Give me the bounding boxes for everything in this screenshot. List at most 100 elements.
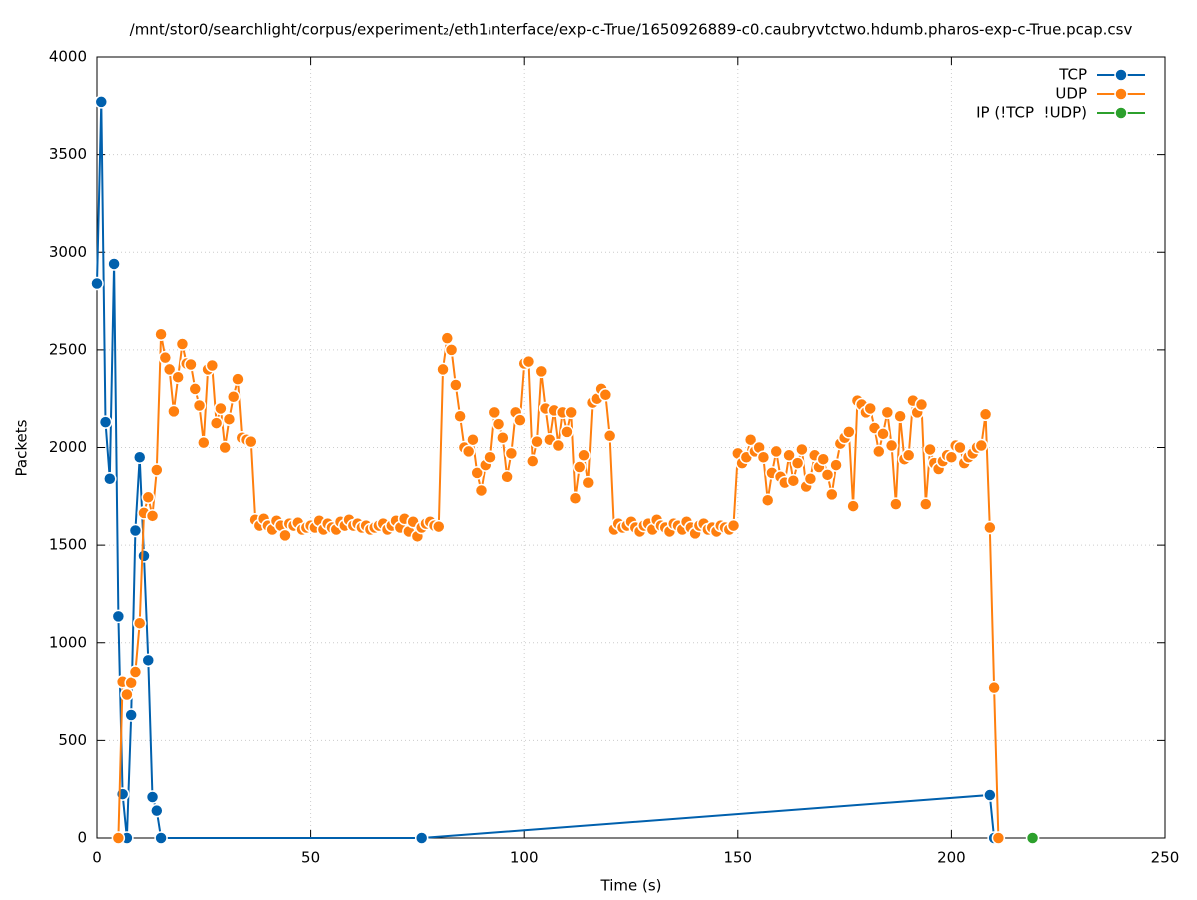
data-point xyxy=(974,438,989,453)
data-point xyxy=(786,473,801,488)
data-point xyxy=(987,680,1001,695)
legend-marker xyxy=(1114,68,1128,82)
data-point xyxy=(124,708,138,722)
data-point xyxy=(572,460,587,474)
data-point xyxy=(568,491,583,506)
y-tick-label: 2000 xyxy=(49,438,87,456)
data-point xyxy=(829,458,843,472)
legend-label: TCP xyxy=(1058,66,1087,84)
data-point xyxy=(803,471,818,486)
data-point xyxy=(214,401,228,416)
data-point xyxy=(820,468,835,482)
data-point xyxy=(205,358,220,373)
data-point xyxy=(769,444,783,459)
x-tick-label: 50 xyxy=(301,849,320,867)
x-axis-label: Time (s) xyxy=(600,877,662,895)
data-point xyxy=(453,409,467,424)
data-point xyxy=(278,528,292,543)
data-point xyxy=(602,429,617,443)
legend-marker xyxy=(1114,87,1128,101)
data-point xyxy=(487,405,502,420)
data-point xyxy=(171,370,185,384)
data-point xyxy=(432,519,446,534)
data-point xyxy=(842,425,856,439)
data-point xyxy=(914,397,929,412)
legend-label: IP (!TCP !UDP) xyxy=(976,104,1087,122)
data-point xyxy=(581,475,596,490)
data-point xyxy=(150,463,164,477)
data-point xyxy=(150,803,164,818)
data-point xyxy=(978,407,993,422)
y-tick-label: 1000 xyxy=(49,633,87,651)
data-point xyxy=(141,653,156,668)
data-point xyxy=(500,470,514,484)
data-point xyxy=(111,609,126,624)
data-point xyxy=(880,405,895,420)
data-point xyxy=(162,362,177,377)
data-point xyxy=(1025,831,1040,845)
data-point xyxy=(154,327,168,342)
data-point xyxy=(756,450,771,465)
legend-marker xyxy=(1114,106,1128,120)
data-point xyxy=(132,616,147,630)
data-point xyxy=(760,493,775,507)
data-point xyxy=(94,95,109,109)
data-point xyxy=(816,452,830,466)
data-point xyxy=(128,523,143,538)
data-point xyxy=(137,549,151,563)
data-point xyxy=(132,450,147,465)
data-point xyxy=(115,787,130,801)
data-point xyxy=(141,490,156,505)
y-axis-label: Packets xyxy=(13,419,31,476)
data-point xyxy=(782,448,796,463)
x-tick-label: 200 xyxy=(937,849,966,867)
series-line xyxy=(96,101,996,839)
data-point xyxy=(184,357,198,372)
data-point xyxy=(889,497,903,511)
y-tick-label: 3000 xyxy=(49,243,87,261)
data-point xyxy=(560,425,574,439)
data-point xyxy=(231,372,245,386)
data-point xyxy=(222,412,237,426)
data-point xyxy=(414,831,429,845)
data-point xyxy=(496,430,510,445)
y-tick-label: 3500 xyxy=(49,145,87,163)
data-point xyxy=(244,434,258,449)
data-point xyxy=(564,405,578,420)
plot-border xyxy=(96,56,1166,839)
data-point xyxy=(846,499,860,513)
y-tick-label: 500 xyxy=(58,731,87,749)
data-point xyxy=(158,350,173,365)
data-point xyxy=(188,382,203,396)
data-point xyxy=(893,409,907,424)
data-point xyxy=(983,788,997,802)
data-point xyxy=(98,415,113,429)
data-point xyxy=(175,337,190,351)
data-point xyxy=(530,434,544,449)
data-point xyxy=(440,331,455,345)
x-tick-label: 0 xyxy=(92,849,102,867)
data-point xyxy=(825,487,839,502)
data-point xyxy=(991,831,1006,845)
legend-label: UDP xyxy=(1055,85,1087,103)
data-point xyxy=(483,450,497,465)
data-point xyxy=(876,427,890,441)
data-point xyxy=(103,471,117,486)
data-point xyxy=(919,497,933,511)
data-point xyxy=(983,520,997,535)
data-point xyxy=(513,413,527,427)
data-point xyxy=(145,509,160,523)
data-point xyxy=(795,442,809,457)
data-point xyxy=(470,466,484,480)
data-point xyxy=(726,518,741,533)
data-point xyxy=(551,438,566,453)
data-point xyxy=(884,438,899,453)
data-point xyxy=(577,448,591,463)
y-tick-label: 0 xyxy=(77,829,87,847)
x-tick-label: 150 xyxy=(723,849,752,867)
data-point xyxy=(743,432,758,447)
data-point xyxy=(154,831,168,845)
data-point xyxy=(525,454,540,468)
data-point xyxy=(491,417,506,431)
